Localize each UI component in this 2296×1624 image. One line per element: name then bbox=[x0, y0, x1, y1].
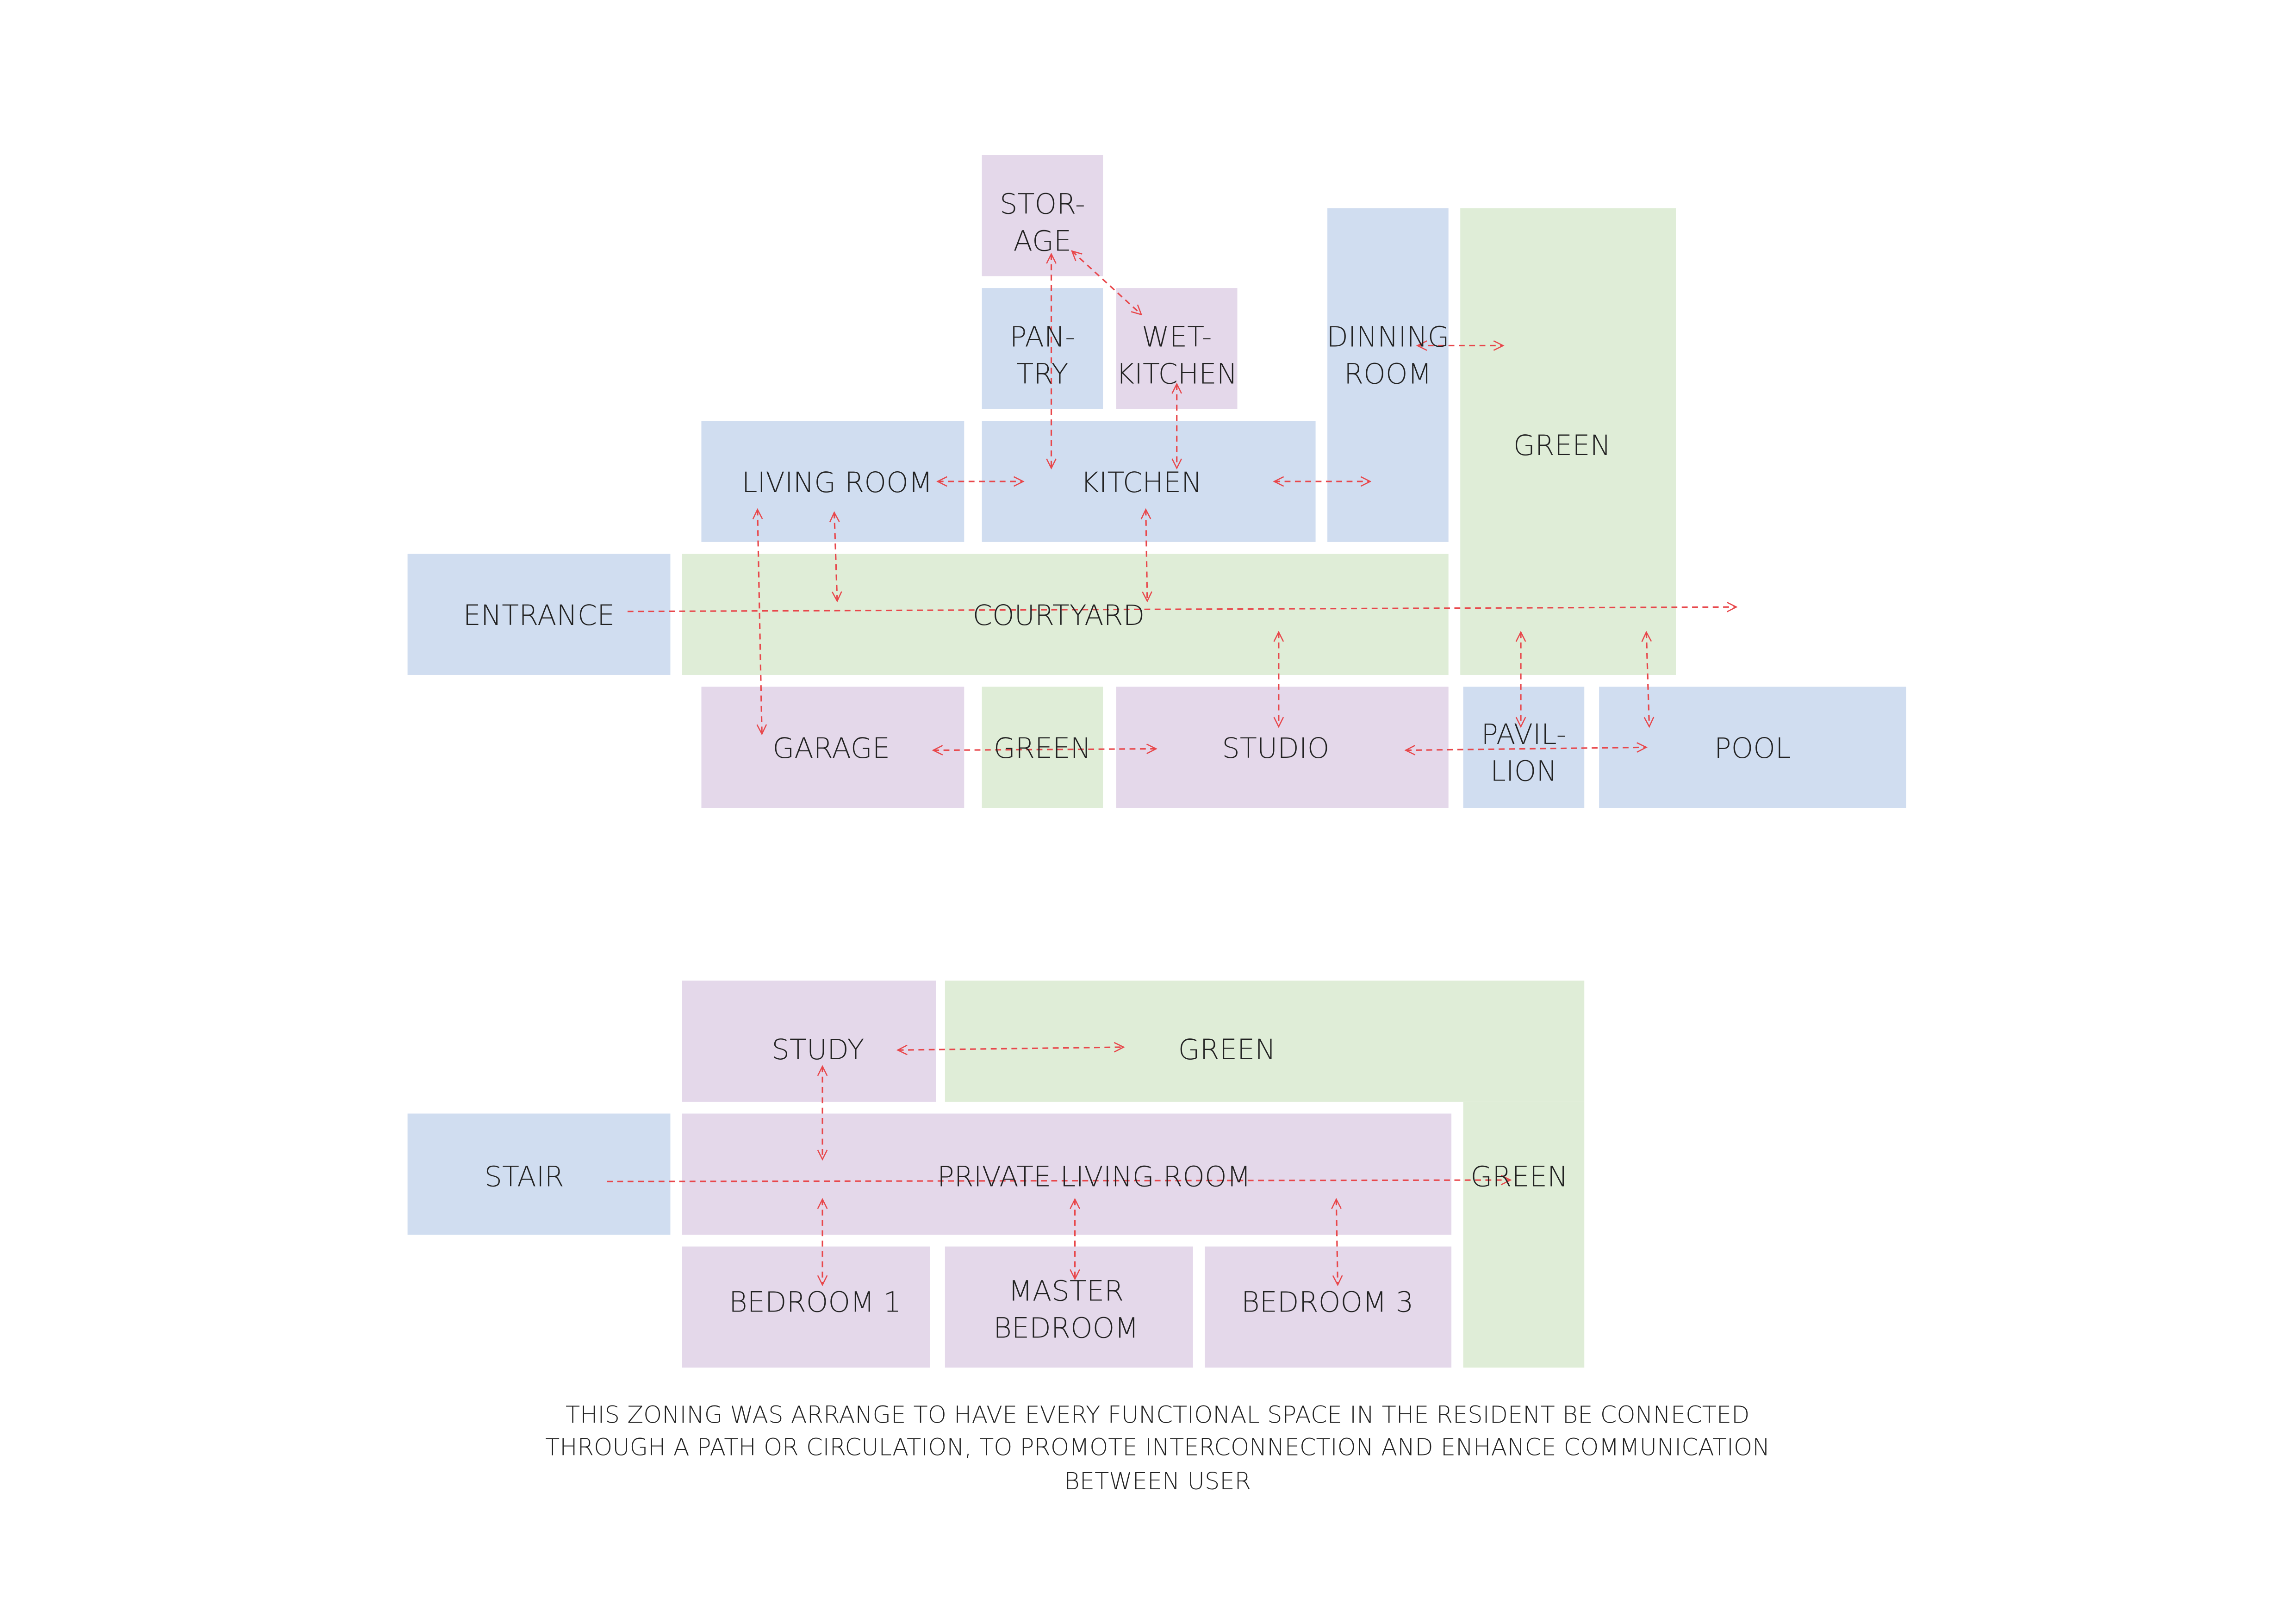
room-label: GREEN bbox=[1513, 430, 1611, 462]
room-label: PRIVATE LIVING ROOM bbox=[937, 1161, 1251, 1193]
circulation-arrow bbox=[1406, 747, 1646, 750]
room-label: KITCHEN bbox=[1116, 358, 1238, 390]
circulation-arrow bbox=[1146, 510, 1147, 601]
caption-line: THIS ZONING WAS ARRANGE TO HAVE EVERY FU… bbox=[566, 1401, 1749, 1429]
room-block bbox=[682, 981, 936, 1102]
caption-line: THROUGH A PATH OR CIRCULATION, TO PROMOT… bbox=[545, 1434, 1770, 1462]
room-block bbox=[1460, 208, 1676, 675]
circulation-arrows bbox=[607, 251, 1736, 1285]
room-block bbox=[407, 554, 671, 675]
room-label: GREEN bbox=[1470, 1161, 1568, 1193]
room-label: COURTYARD bbox=[973, 600, 1145, 632]
room-block bbox=[945, 981, 1585, 1102]
room-block bbox=[701, 687, 964, 808]
room-label: STUDY bbox=[772, 1034, 864, 1066]
room-label: AGE bbox=[1014, 225, 1072, 257]
circulation-arrow bbox=[834, 512, 837, 601]
caption-line: BETWEEN USER bbox=[1064, 1468, 1251, 1495]
circulation-arrow bbox=[758, 510, 762, 734]
room-label: ENTRANCE bbox=[463, 600, 615, 632]
room-label: BEDROOM 1 bbox=[729, 1286, 901, 1318]
room-label: ROOM bbox=[1344, 358, 1432, 390]
room-label: PAN- bbox=[1010, 321, 1075, 354]
room-label: DINNING bbox=[1326, 321, 1449, 354]
room-label: STUDIO bbox=[1222, 732, 1329, 765]
room-label: LIVING ROOM bbox=[742, 467, 933, 499]
circulation-arrow bbox=[627, 607, 1736, 612]
room-label: GREEN bbox=[994, 732, 1091, 765]
room-block bbox=[945, 1246, 1193, 1368]
circulation-arrow bbox=[898, 1047, 1124, 1050]
room-block bbox=[1463, 1101, 1585, 1368]
room-label: LION bbox=[1490, 756, 1557, 788]
labels: STOR- AGE PAN- TRY WET- KITCHEN DINNING ROOM GRE… bbox=[463, 188, 1791, 1345]
room-label: PAVIL- bbox=[1481, 718, 1566, 751]
room-block bbox=[1205, 1246, 1452, 1368]
rooms bbox=[407, 155, 1906, 1368]
room-block bbox=[682, 1246, 930, 1368]
room-label: MASTER bbox=[1008, 1275, 1124, 1308]
room-label: BEDROOM bbox=[993, 1312, 1139, 1344]
room-label: BEDROOM 3 bbox=[1241, 1286, 1413, 1318]
circulation-arrow bbox=[1336, 1199, 1338, 1285]
room-label: TRY bbox=[1016, 358, 1068, 390]
room-label: STAIR bbox=[484, 1161, 564, 1193]
room-label: GARAGE bbox=[772, 732, 890, 765]
room-block bbox=[682, 1113, 1452, 1235]
room-label: WET- bbox=[1142, 321, 1212, 354]
room-block bbox=[407, 1113, 671, 1235]
room-label: GREEN bbox=[1178, 1034, 1276, 1066]
room-label: STOR- bbox=[1000, 188, 1085, 221]
room-label: POOL bbox=[1714, 732, 1791, 765]
room-block bbox=[682, 554, 1449, 675]
room-label: KITCHEN bbox=[1081, 467, 1202, 499]
circulation-arrow bbox=[1646, 632, 1649, 726]
circulation-arrow bbox=[1072, 251, 1141, 314]
